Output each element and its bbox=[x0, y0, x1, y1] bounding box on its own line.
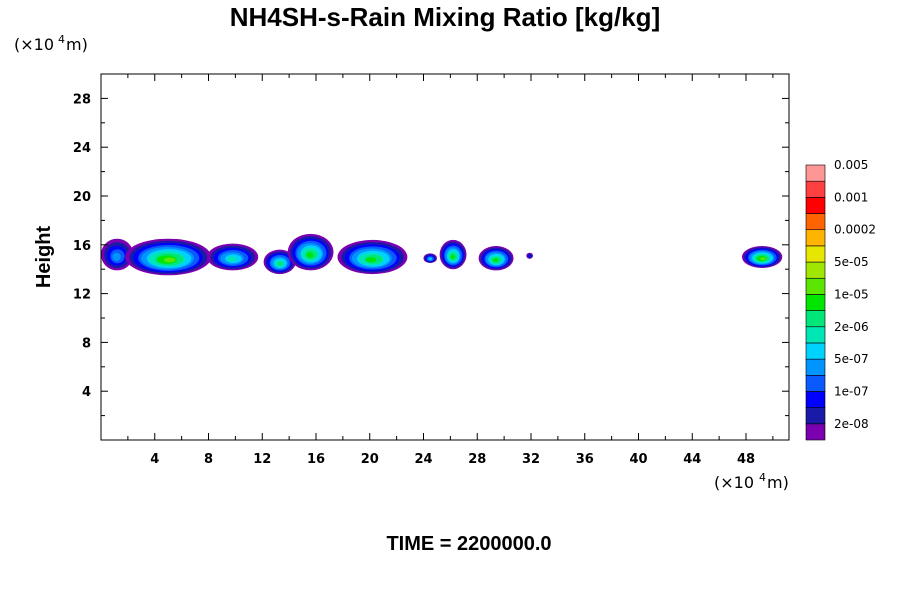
y-unit: (×10 4 m) bbox=[14, 33, 88, 54]
cloud bbox=[337, 239, 408, 275]
colorbar-swatch bbox=[805, 358, 826, 376]
x-tick-label: 48 bbox=[737, 452, 755, 467]
cloud bbox=[439, 239, 467, 270]
x-tick-label: 24 bbox=[414, 452, 432, 467]
colorbar-swatch bbox=[805, 180, 826, 198]
y-unit-exp: 4 bbox=[58, 33, 65, 46]
y-tick-label: 12 bbox=[73, 288, 91, 303]
x-unit: (×10 4 m) bbox=[714, 471, 789, 492]
x-unit-prefix: (×10 bbox=[714, 473, 754, 492]
y-tick-label: 16 bbox=[73, 239, 91, 254]
cloud-contour bbox=[112, 252, 121, 261]
colorbar-swatch bbox=[805, 261, 826, 279]
y-unit-suffix: m) bbox=[66, 35, 88, 54]
colorbar-swatch bbox=[805, 213, 826, 231]
x-tick-label: 20 bbox=[361, 452, 379, 467]
colorbar-swatch bbox=[805, 229, 826, 247]
colorbar-label: 0.001 bbox=[834, 190, 868, 204]
colorbar-swatch bbox=[805, 326, 826, 344]
colorbar-swatch bbox=[805, 407, 826, 425]
x-tick-label: 40 bbox=[629, 452, 647, 467]
cloud-contour bbox=[450, 254, 455, 260]
clouds-layer bbox=[101, 233, 783, 276]
cloud-contour bbox=[365, 257, 377, 263]
colorbar-swatch bbox=[805, 294, 826, 311]
colorbar-label: 2e-06 bbox=[834, 320, 869, 334]
x-tick-label: 8 bbox=[204, 452, 213, 467]
colorbar-label: 5e-05 bbox=[834, 255, 869, 269]
x-tick-label: 16 bbox=[307, 452, 325, 467]
colorbar-label: 2e-08 bbox=[834, 417, 869, 431]
time-label: TIME = 2200000.0 bbox=[386, 533, 551, 555]
cloud bbox=[526, 252, 534, 259]
x-unit-exp: 4 bbox=[759, 471, 766, 484]
cloud-contour bbox=[760, 257, 766, 261]
y-tick-label: 24 bbox=[73, 141, 91, 156]
cloud-contour bbox=[277, 261, 283, 266]
colorbar-swatch bbox=[805, 277, 826, 295]
cloud bbox=[478, 246, 514, 271]
colorbar-label: 1e-07 bbox=[834, 384, 869, 398]
colorbar-swatch bbox=[805, 342, 826, 360]
y-axis-label: Height bbox=[33, 226, 55, 289]
colorbar: 2e-08 1e-07 5e-07 2e-06 1e-05 5e-05 0.0002 0.00… bbox=[805, 158, 876, 441]
x-tick-label: 44 bbox=[683, 452, 701, 467]
cloud bbox=[125, 238, 212, 276]
x-tick-label: 12 bbox=[253, 452, 271, 467]
colorbar-swatch bbox=[805, 310, 826, 328]
y-tick-label: 4 bbox=[82, 385, 91, 400]
cloud-contour bbox=[428, 257, 432, 261]
colorbar-swatch bbox=[805, 164, 826, 182]
colorbar-swatch bbox=[805, 374, 826, 392]
colorbar-swatch bbox=[805, 423, 826, 441]
y-unit-prefix: (×10 bbox=[14, 35, 54, 54]
x-tick-label: 36 bbox=[576, 452, 594, 467]
x-tick-label: 4 bbox=[150, 452, 159, 467]
cloud bbox=[207, 243, 259, 271]
colorbar-swatch bbox=[805, 391, 826, 408]
cloud bbox=[423, 253, 437, 264]
cloud-contour bbox=[492, 258, 499, 262]
colorbar-label: 1e-05 bbox=[834, 287, 869, 301]
x-tick-label: 28 bbox=[468, 452, 486, 467]
cloud bbox=[287, 233, 334, 271]
y-tick-label: 28 bbox=[73, 92, 91, 107]
colorbar-swatch bbox=[805, 197, 826, 214]
cloud-contour bbox=[163, 257, 176, 263]
colorbar-label: 0.005 bbox=[834, 158, 868, 172]
cloud-contour bbox=[306, 252, 314, 258]
plot-frame bbox=[100, 73, 790, 441]
y-tick-label: 8 bbox=[82, 336, 91, 351]
x-unit-suffix: m) bbox=[767, 473, 789, 492]
colorbar-label: 0.0002 bbox=[834, 223, 876, 237]
colorbar-label: 5e-07 bbox=[834, 352, 869, 366]
y-ticks: 4 8 12 16 20 24 28 bbox=[73, 92, 789, 417]
cloud bbox=[263, 249, 296, 275]
x-tick-label: 32 bbox=[522, 452, 540, 467]
y-tick-label: 20 bbox=[73, 190, 91, 205]
cloud bbox=[741, 246, 783, 268]
cloud-contour bbox=[528, 254, 531, 258]
cloud-contour bbox=[226, 256, 237, 262]
cloud bbox=[101, 238, 134, 271]
chart-title: NH4SH-s-Rain Mixing Ratio [kg/kg] bbox=[230, 2, 660, 32]
x-ticks: 4 8 12 16 20 24 28 32 36 40 44 48 bbox=[127, 74, 774, 467]
colorbar-swatch bbox=[805, 245, 826, 263]
